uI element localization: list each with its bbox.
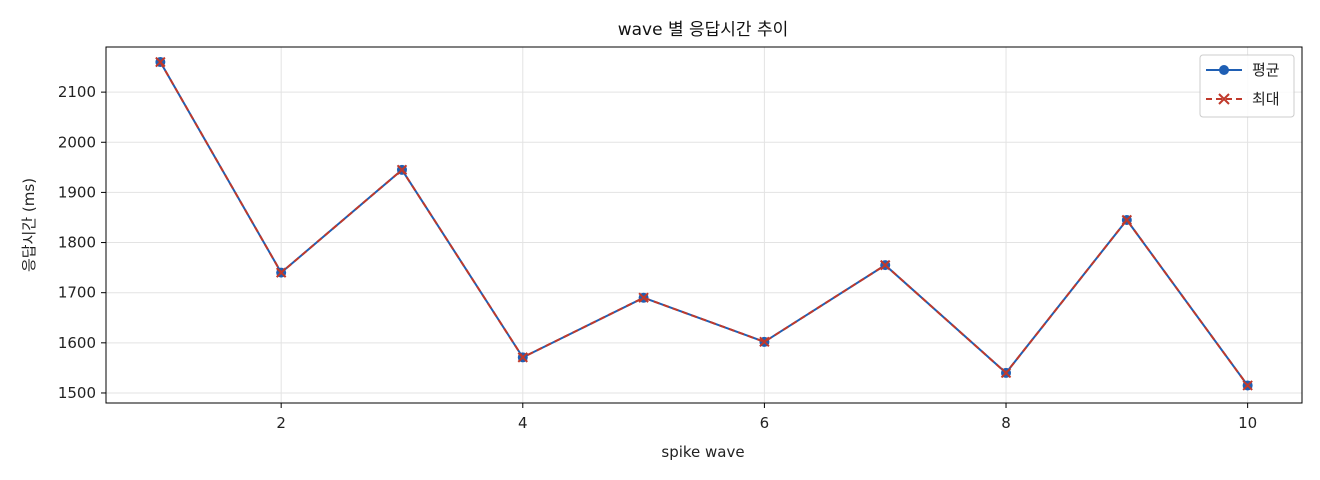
y-tick-label: 1800 xyxy=(58,234,96,252)
data-point-max xyxy=(759,336,770,348)
x-axis-label: spike wave xyxy=(661,443,744,461)
series-layer xyxy=(155,56,1253,391)
y-tick-label: 2000 xyxy=(58,133,96,151)
series-line-max xyxy=(159,61,1249,387)
legend-label-max: 최대 xyxy=(1252,90,1280,108)
chart-title: wave 별 응답시간 추이 xyxy=(618,20,789,40)
data-point-max xyxy=(1121,214,1133,226)
y-axis-label: 응답시간 (ms) xyxy=(20,178,38,272)
legend-marker-max xyxy=(1218,93,1230,105)
y-tick-label: 2100 xyxy=(58,83,96,101)
y-tick-label: 1700 xyxy=(58,284,96,302)
legend-marker-avg xyxy=(1219,65,1229,75)
y-tick-label: 1900 xyxy=(58,183,96,201)
x-tick-label: 4 xyxy=(518,414,528,432)
y-tick-label: 1600 xyxy=(58,334,96,352)
data-point-max xyxy=(880,259,891,271)
series-line-avg xyxy=(159,61,1249,387)
x-tick-label: 10 xyxy=(1238,414,1257,432)
legend-box xyxy=(1199,54,1295,118)
legend-label-avg: 평균 xyxy=(1252,61,1280,79)
data-point-max xyxy=(638,292,649,303)
x-tick-label: 2 xyxy=(276,414,286,432)
data-point-max xyxy=(517,352,528,363)
y-tick-label: 1500 xyxy=(58,384,96,402)
data-point-max xyxy=(1000,367,1012,379)
data-point-max xyxy=(396,164,408,176)
data-point-max xyxy=(275,267,287,278)
plot-frame xyxy=(105,46,1303,404)
legend: 평균 최대 xyxy=(1199,54,1295,118)
data-point-max xyxy=(155,56,166,68)
x-tick-label: 8 xyxy=(1001,414,1011,432)
data-point-max xyxy=(1242,380,1253,391)
x-tick-label: 6 xyxy=(760,414,770,432)
x-axis-ticks: 2 4 6 8 10 xyxy=(276,403,1257,432)
y-axis-ticks: 1500 1600 1700 1800 1900 2000 2100 xyxy=(58,83,106,402)
